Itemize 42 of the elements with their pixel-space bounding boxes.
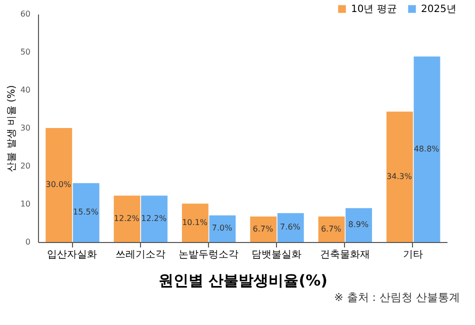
bar (346, 208, 372, 242)
data-label: 6.7% (252, 224, 274, 234)
y-tick-label: 10 (20, 200, 30, 208)
bar (182, 204, 208, 242)
text: ※ 출처 : 산림청 산불통계 (333, 290, 460, 305)
bar (318, 216, 345, 242)
data-label: 8.9% (348, 220, 369, 230)
bar (414, 56, 440, 242)
x-tick-label: 담뱃불실화 (252, 250, 302, 260)
bar (250, 216, 277, 242)
x-tick-label: 건축물화재 (320, 250, 370, 260)
x-tick-label: 쓰레기소각 (115, 250, 166, 260)
y-tick-label: 30 (20, 124, 30, 132)
data-label: 10.1% (182, 218, 208, 227)
y-tick-label: 40 (20, 86, 30, 94)
bar (209, 215, 236, 242)
data-label: 6.7% (320, 224, 342, 234)
legend-label: 2025년 (421, 4, 456, 15)
legend-label: 10년 평균 (351, 4, 397, 15)
bar (72, 183, 100, 242)
bar (46, 128, 72, 242)
y-axis-title: 산불 발생 비율 (%) (6, 84, 18, 172)
x-axis-title: 원인별 산불발생비율(%) (158, 272, 328, 290)
data-label: 34.3% (386, 172, 412, 181)
data-label: 15.5% (73, 208, 99, 217)
x-tick-label: 입산자실화 (47, 250, 98, 260)
data-label: 48.8% (414, 144, 440, 154)
data-label: 7.6% (280, 222, 301, 232)
bar (141, 196, 168, 242)
y-tick-label: 20 (20, 162, 30, 170)
bar (386, 112, 413, 242)
bar (277, 213, 304, 242)
data-label: 7.0% (212, 224, 233, 233)
data-label: 30.0% (46, 180, 72, 189)
y-tick-label: 60 (20, 10, 30, 18)
y-tick-label: 50 (20, 48, 30, 56)
data-label: 12.2% (141, 214, 167, 223)
x-tick-label: 논밭두렁소각 (178, 250, 238, 260)
data-label: 12.2% (114, 214, 140, 223)
x-tick-label: 기타 (402, 250, 423, 260)
y-tick-label: 0 (25, 238, 30, 246)
bar (114, 196, 140, 242)
